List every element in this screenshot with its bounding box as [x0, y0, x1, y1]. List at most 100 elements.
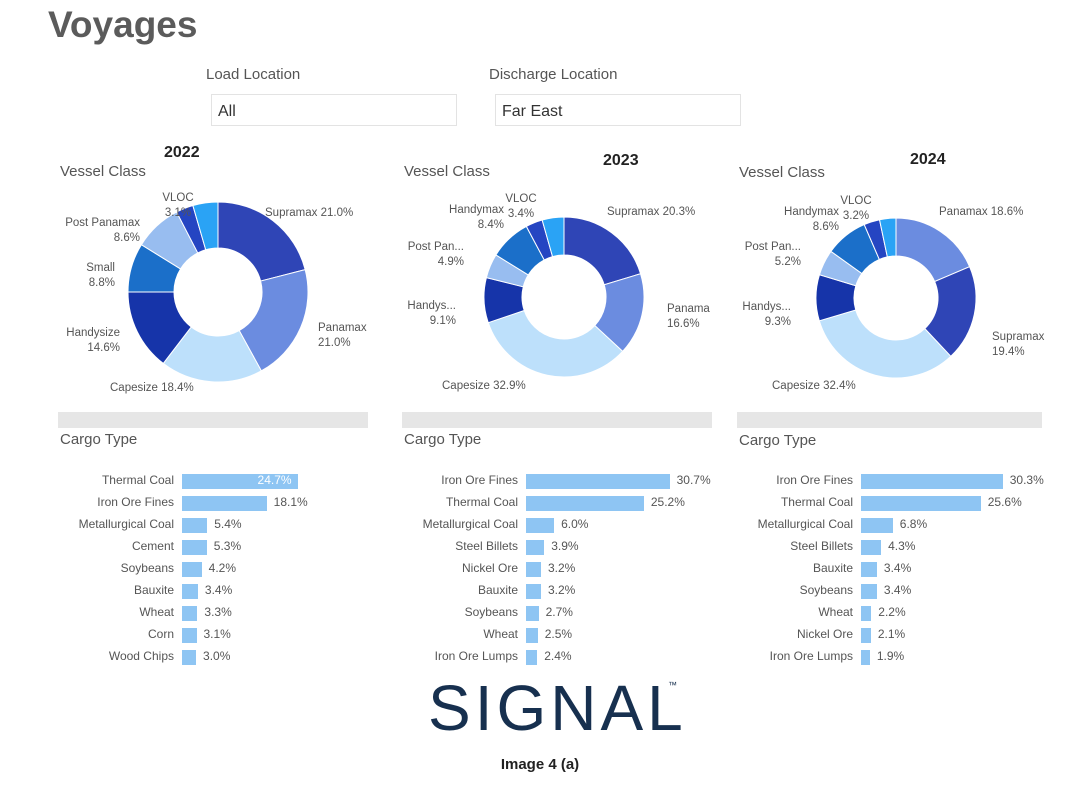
bar-row: Wheat 2.5% [404, 624, 724, 646]
bar[interactable] [526, 540, 545, 555]
bar-row: Nickel Ore 3.2% [404, 558, 724, 580]
slice-label: Handysize [66, 327, 120, 339]
bar[interactable] [526, 584, 541, 599]
page-title: Voyages [48, 4, 198, 45]
slice-label: 16.6% [667, 318, 700, 330]
bar-value-label: 25.2% [650, 495, 685, 509]
donut-slice[interactable] [487, 309, 624, 378]
bar[interactable] [182, 496, 267, 511]
bar-value-label: 3.9% [551, 539, 579, 553]
bar-category-label: Wood Chips [108, 649, 174, 663]
bar[interactable] [861, 540, 882, 555]
bar-row: Nickel Ore 2.1% [739, 624, 1059, 646]
bar-row: Iron Ore Lumps 1.9% [739, 646, 1059, 668]
slice-label: 4.9% [438, 256, 464, 268]
slice-label: Handys... [742, 301, 791, 313]
bar-category-label: Steel Billets [455, 539, 518, 553]
bar[interactable] [526, 474, 670, 489]
slice-label: Handys... [407, 300, 456, 312]
bar-row: Metallurgical Coal 6.0% [404, 514, 724, 536]
panel-2022: 2022 Vessel Class Supramax 21.0% Panamax 2… [58, 140, 370, 670]
vessel-class-donut: Panamax 18.6% Supramax 19.4% Capesize 32.4%… [742, 195, 1045, 392]
bar-row: Iron Ore Lumps 2.4% [404, 646, 724, 668]
bar-category-label: Metallurgical Coal [422, 517, 518, 531]
bar-value-label: 2.2% [878, 605, 906, 619]
bar-category-label: Wheat [818, 605, 853, 619]
bar-row: Steel Billets 3.9% [404, 536, 724, 558]
discharge-location-select[interactable]: Far East [495, 94, 741, 126]
slice-label: Handymax [784, 206, 839, 218]
bar[interactable] [182, 562, 202, 577]
donut-slice[interactable] [818, 309, 952, 379]
logo-text: SIGNAL [428, 672, 687, 744]
donut-slice[interactable] [878, 217, 897, 258]
bar-row: Iron Ore Fines 18.1% [60, 492, 380, 514]
bar-row: Corn 3.1% [60, 624, 380, 646]
bar-row: Thermal Coal 25.2% [404, 492, 724, 514]
bar[interactable] [861, 606, 872, 621]
bar[interactable] [861, 650, 870, 665]
bar-row: Wheat 3.3% [60, 602, 380, 624]
slice-label: Capesize 32.4% [772, 380, 856, 392]
bar-value-label: 6.8% [899, 517, 928, 531]
bar-category-label: Soybeans [120, 561, 174, 575]
slice-label: 9.1% [430, 315, 456, 327]
donut-slice[interactable] [192, 201, 219, 251]
bar-row: Thermal Coal 25.6% [739, 492, 1059, 514]
bar[interactable] [861, 496, 981, 511]
bar[interactable] [182, 606, 198, 621]
donut-slice[interactable] [217, 201, 306, 282]
cargo-type-title: Cargo Type [739, 432, 817, 449]
bar[interactable] [526, 650, 538, 665]
bar[interactable] [526, 496, 644, 511]
bar[interactable] [182, 518, 208, 533]
bar-value-label: 3.2% [547, 561, 576, 575]
bar[interactable] [526, 606, 539, 621]
bar-category-label: Thermal Coal [101, 473, 174, 487]
bar-row: Wood Chips 3.0% [60, 646, 380, 668]
bar-value-label: 5.4% [214, 517, 242, 531]
bar-category-label: Bauxite [812, 561, 853, 575]
slice-label: Supramax 21.0% [265, 207, 353, 219]
bar-category-label: Iron Ore Fines [776, 473, 853, 487]
bar-row: Cement 5.3% [60, 536, 380, 558]
bar-value-label: 2.1% [877, 627, 906, 641]
slice-label: 9.3% [765, 316, 791, 328]
cargo-type-title: Cargo Type [404, 431, 482, 448]
slice-label: Handymax [449, 204, 504, 216]
bar[interactable] [182, 540, 207, 555]
bar[interactable] [861, 518, 893, 533]
donut-slice[interactable] [541, 216, 565, 258]
bar[interactable] [861, 584, 877, 599]
bar[interactable] [526, 562, 541, 577]
bar[interactable] [182, 474, 298, 489]
vessel-class-title: Vessel Class [404, 163, 490, 180]
slice-label: Small [86, 262, 115, 274]
slice-label: Supramax [992, 331, 1045, 343]
slice-label: Capesize 18.4% [110, 382, 194, 394]
bar[interactable] [861, 562, 877, 577]
bar-row: Bauxite 3.4% [60, 580, 380, 602]
bar-value-label: 3.1% [203, 627, 231, 641]
bar[interactable] [861, 628, 871, 643]
bar[interactable] [182, 628, 197, 643]
load-location-select[interactable]: All [211, 94, 457, 126]
bar-category-label: Iron Ore Lumps [769, 649, 853, 663]
bar-value-label: 18.1% [273, 495, 308, 509]
bar[interactable] [861, 474, 1003, 489]
bar[interactable] [182, 650, 197, 665]
bar[interactable] [182, 584, 198, 599]
slice-label: Panamax [318, 322, 367, 334]
bar-value-label: 2.5% [544, 627, 573, 641]
donut-slice[interactable] [238, 269, 309, 372]
bar-row: Soybeans 2.7% [404, 602, 724, 624]
bar-category-label: Corn [147, 627, 174, 641]
slice-label: Post Pan... [408, 241, 464, 253]
donut-slice[interactable] [563, 216, 642, 286]
image-caption: Image 4 (a) [500, 756, 580, 773]
cargo-type-title: Cargo Type [60, 431, 138, 448]
bar[interactable] [526, 518, 555, 533]
bar[interactable] [526, 628, 538, 643]
bar-row: Iron Ore Fines 30.3% [739, 470, 1059, 492]
slice-label: 3.2% [843, 210, 869, 222]
